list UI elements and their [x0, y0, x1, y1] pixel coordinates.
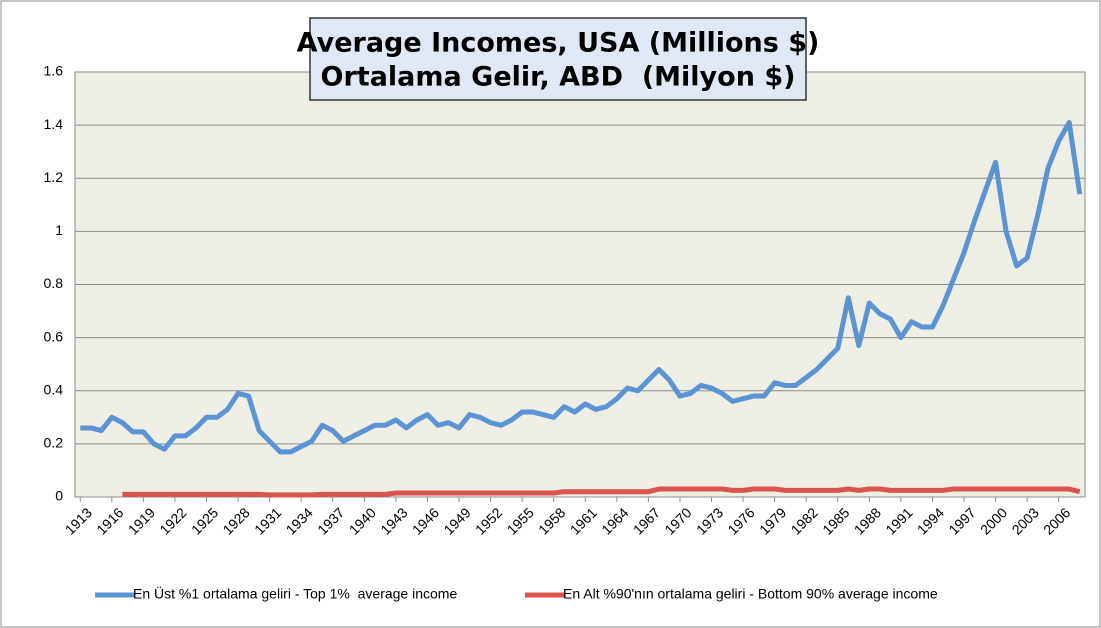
- y-tick-label: 1.2: [44, 169, 64, 185]
- y-tick-label: 1.6: [44, 63, 64, 79]
- legend-label: En Üst %1 ortalama geliri - Top 1% avera…: [133, 585, 457, 602]
- lines: [80, 119, 1083, 498]
- y-tick-label: 0: [55, 488, 63, 504]
- y-tick-label: 0.6: [44, 328, 64, 344]
- grid: [75, 71, 1085, 498]
- title-box: [309, 17, 807, 101]
- y-tick-label: 0.8: [44, 275, 64, 291]
- legend-label: En Alt %90'nın ortalama geliri - Bottom …: [563, 586, 938, 602]
- data-line: [122, 486, 1081, 498]
- y-tick-label: 0.4: [44, 381, 64, 397]
- y-tick-label: 1: [55, 222, 63, 238]
- chart-title: Average Incomes, USA (Millions $): [297, 28, 820, 59]
- data-line: [80, 119, 1083, 455]
- y-tick-label: 0.2: [44, 435, 64, 451]
- chart-title: Ortalama Gelir, ABD (Milyon $): [321, 62, 796, 93]
- y-tick-label: 1.4: [44, 116, 64, 132]
